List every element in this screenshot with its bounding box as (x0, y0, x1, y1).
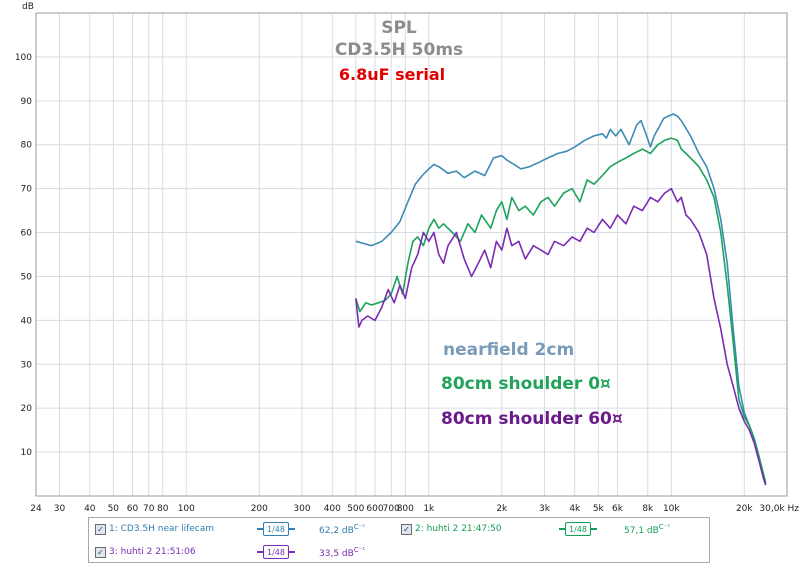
y-axis-label: dB (22, 2, 34, 12)
series-line-shoulder-60 (355, 187, 767, 486)
x-tick-label: 30 (54, 504, 66, 514)
y-tick-label: 100 (15, 53, 32, 63)
legend-label-3: 3: huhti 2 21:51:06 (109, 547, 196, 557)
x-tick-label: 800 (397, 504, 414, 514)
legend-label-1: 1: CD3.5H near lifecam (109, 524, 215, 534)
level-3: 33,5 dBC⁻¹ (319, 546, 366, 559)
legend-entry-3[interactable]: ✓ 3: huhti 2 21:51:06 (95, 545, 196, 559)
series-label-nearfield: nearfield 2cm (443, 340, 574, 360)
x-tick-label: 500 (347, 504, 364, 514)
legend-checkbox-2[interactable]: ✓ (401, 523, 412, 535)
x-tick-label: 600 (366, 504, 383, 514)
series-label-shoulder-60: 80cm shoulder 60¤ (441, 409, 623, 429)
x-tick-label: 20k (736, 504, 753, 514)
series-line-nearfield (355, 113, 767, 486)
legend-checkbox-1[interactable]: ✓ (95, 523, 106, 535)
y-tick-label: 60 (21, 229, 33, 239)
plot-grid (35, 13, 788, 496)
x-tick-label: 5k (593, 504, 605, 514)
legend-entry-1[interactable]: ✓ 1: CD3.5H near lifecam (95, 522, 214, 536)
x-tick-label: 1k (423, 504, 435, 514)
x-tick-label: 6k (612, 504, 624, 514)
x-tick-label: 60 (127, 504, 139, 514)
series-group (355, 113, 767, 486)
smoothing-badge-1[interactable]: 1/48 (257, 522, 295, 536)
y-tick-label: 50 (21, 272, 33, 282)
x-tick-label: 30,0k Hz (759, 504, 799, 514)
x-tick-label: 300 (293, 504, 310, 514)
x-tick-label: 24 (30, 504, 42, 514)
x-tick-label: 80 (157, 504, 169, 514)
x-tick-label: 10k (663, 504, 680, 514)
x-tick-label: 2k (496, 504, 508, 514)
legend-checkbox-3[interactable]: ✓ (95, 546, 106, 558)
x-tick-label: 70 (143, 504, 155, 514)
y-tick-label: 80 (21, 141, 33, 151)
legend-entry-2[interactable]: ✓ 2: huhti 2 21:47:50 (401, 522, 502, 536)
legend-label-2: 2: huhti 2 21:47:50 (415, 524, 502, 534)
x-tick-label: 50 (108, 504, 120, 514)
level-1: 62,2 dBC⁻¹ (319, 523, 366, 536)
chart-title: SPL (381, 18, 417, 38)
chart-subtitle: CD3.5H 50ms (335, 40, 463, 60)
plot-frame (35, 12, 788, 497)
series-line-shoulder-0 (355, 137, 767, 483)
x-tick-label: 3k (539, 504, 551, 514)
legend-panel: ✓ 1: CD3.5H near lifecam 1/48 62,2 dBC⁻¹… (88, 517, 710, 563)
y-tick-label: 90 (21, 97, 33, 107)
y-tick-label: 30 (21, 360, 33, 370)
x-tick-label: 4k (569, 504, 581, 514)
y-tick-label: 20 (21, 404, 33, 414)
y-axis-ticks: 10 20 30 40 50 60 70 80 90 100 (15, 53, 32, 458)
smoothing-badge-3[interactable]: 1/48 (257, 545, 295, 559)
smoothing-badge-2[interactable]: 1/48 (559, 522, 597, 536)
x-tick-label: 100 (178, 504, 195, 514)
x-tick-label: 8k (642, 504, 654, 514)
x-tick-label: 700 (383, 504, 400, 514)
x-tick-label: 200 (251, 504, 268, 514)
y-tick-label: 40 (21, 316, 33, 326)
x-tick-label: 400 (324, 504, 341, 514)
y-tick-label: 10 (21, 448, 33, 458)
level-2: 57,1 dBC⁻¹ (624, 523, 671, 536)
chart-annotation: 6.8uF serial (339, 65, 445, 84)
y-tick-label: 70 (21, 185, 33, 195)
series-label-shoulder-0: 80cm shoulder 0¤ (441, 374, 611, 394)
x-tick-label: 40 (84, 504, 96, 514)
